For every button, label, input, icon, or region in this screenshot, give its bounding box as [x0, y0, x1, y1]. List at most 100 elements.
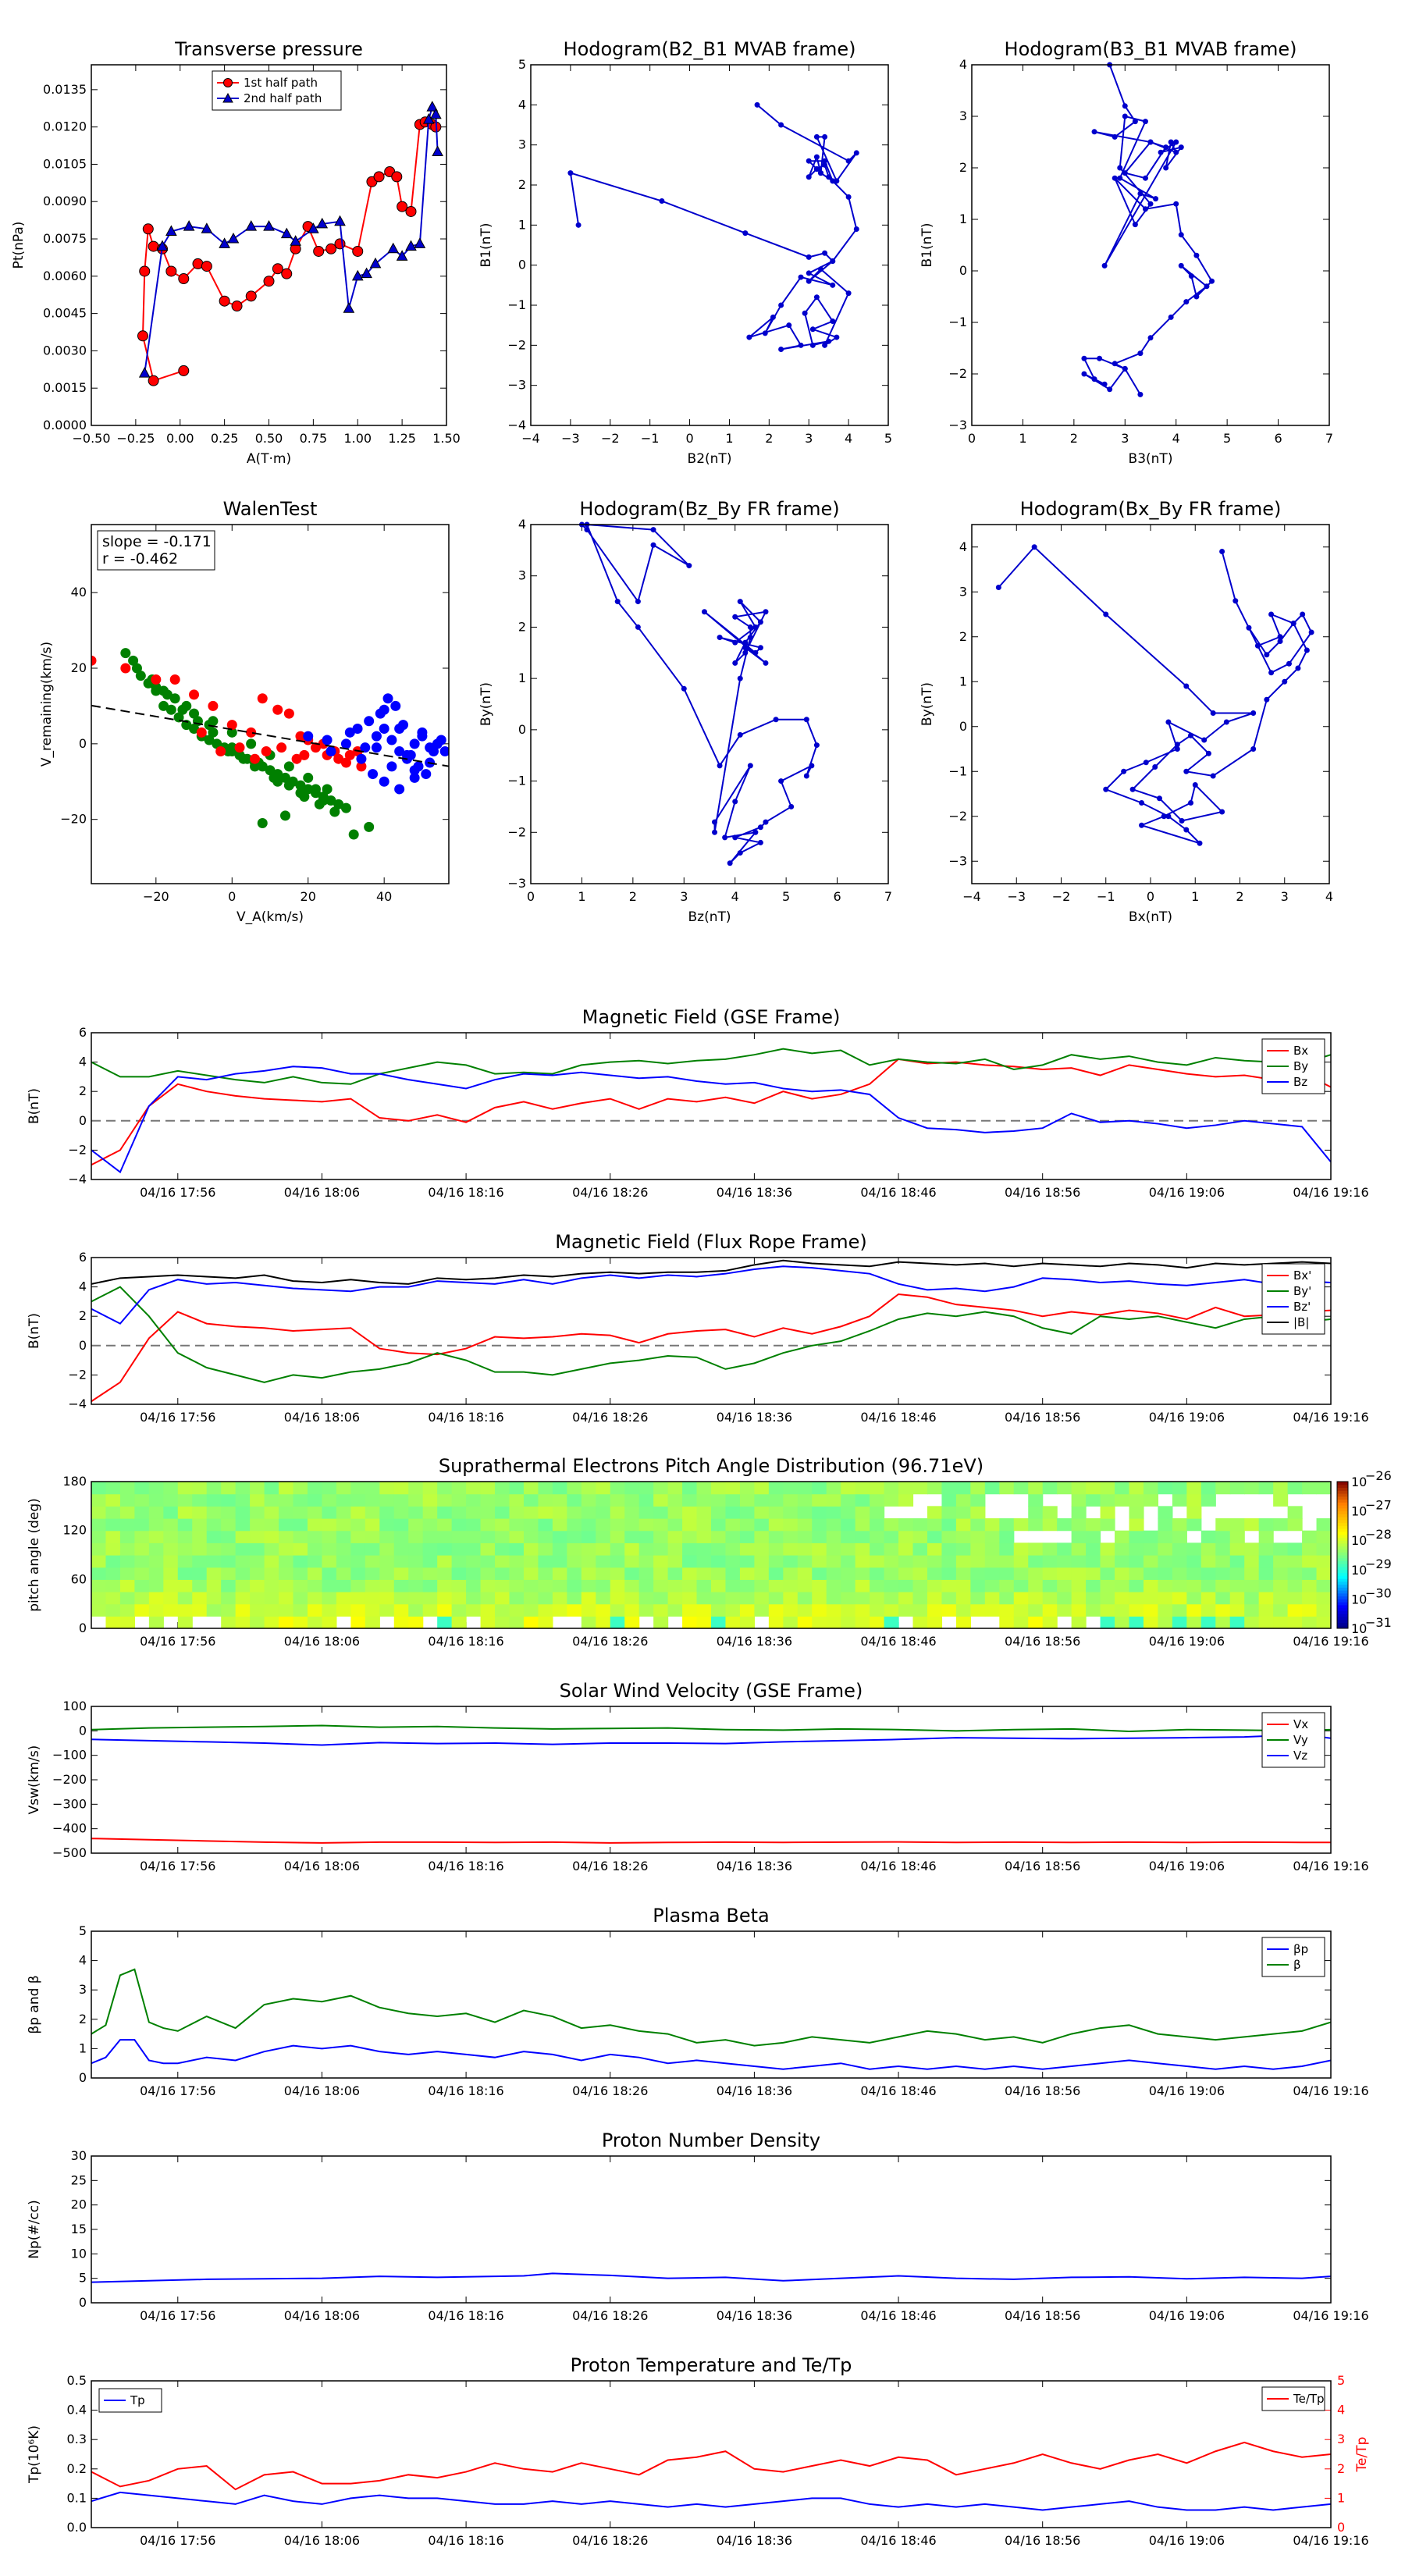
heatmap-cell — [970, 1482, 986, 1495]
heatmap-cell — [624, 1555, 640, 1568]
heatmap-cell — [1115, 1567, 1130, 1580]
heatmap-cell — [797, 1592, 813, 1605]
heatmap-cell — [610, 1518, 625, 1532]
y-tick-label: 1 — [959, 212, 967, 226]
heatmap-cell — [567, 1603, 582, 1617]
heatmap-cell — [279, 1592, 294, 1605]
data-point — [806, 278, 812, 284]
heatmap-cell — [711, 1616, 727, 1629]
heatmap-cell — [91, 1555, 107, 1568]
heatmap-cell — [1086, 1592, 1101, 1605]
heatmap-cell — [1100, 1482, 1115, 1495]
heatmap-cell — [955, 1579, 971, 1592]
heatmap-cell — [322, 1567, 337, 1580]
heatmap-cell — [870, 1592, 885, 1605]
heatmap-cell — [754, 1592, 770, 1605]
heatmap-cell — [754, 1518, 770, 1532]
heatmap-cell — [581, 1555, 596, 1568]
heatmap-cell — [581, 1579, 596, 1592]
heatmap-cell — [610, 1616, 625, 1629]
y-tick-label: 3 — [518, 137, 526, 152]
heatmap-cell — [1100, 1592, 1115, 1605]
y-tick-label: −100 — [52, 1748, 87, 1763]
y-tick-label: −3 — [507, 378, 526, 393]
heatmap-cell — [148, 1603, 164, 1617]
heatmap-cell — [999, 1579, 1015, 1592]
y-tick-label: 0.0030 — [43, 343, 87, 358]
heatmap-cell — [912, 1542, 928, 1556]
heatmap-cell — [1158, 1592, 1173, 1605]
heatmap-cell — [739, 1555, 755, 1568]
heatmap-cell — [480, 1603, 496, 1617]
heatmap-cell — [480, 1482, 496, 1495]
data-point — [1112, 361, 1118, 367]
heatmap-cell — [768, 1555, 784, 1568]
heatmap-cell — [984, 1542, 1000, 1556]
data-point — [813, 133, 820, 140]
heatmap-cell — [970, 1493, 986, 1507]
data-point — [201, 261, 212, 272]
heatmap-cell — [783, 1482, 799, 1495]
x-tick-label: 04/16 18:06 — [284, 2533, 360, 2548]
heatmap-cell — [1086, 1493, 1101, 1507]
heatmap-cell — [754, 1530, 770, 1543]
heatmap-cell — [653, 1542, 669, 1556]
heatmap-cell — [134, 1530, 150, 1543]
y-tick-label: 0 — [79, 2295, 87, 2310]
heatmap-cell — [163, 1518, 179, 1532]
heatmap-cell — [567, 1482, 582, 1495]
data-point — [334, 238, 346, 250]
scatter-point — [91, 655, 97, 666]
heatmap-cell — [1129, 1616, 1144, 1629]
heatmap-cell — [884, 1542, 899, 1556]
series-2nd half path — [144, 105, 439, 374]
y-tick-label: 2 — [79, 1308, 87, 1323]
y-tick-label: −200 — [52, 1772, 87, 1787]
heatmap-cell — [379, 1482, 395, 1495]
data-point — [1163, 165, 1169, 171]
heatmap-cell — [206, 1518, 222, 1532]
data-point — [1277, 639, 1283, 644]
data-point — [635, 624, 641, 630]
y-tick-label: 2 — [518, 177, 526, 192]
y-tick-label: 0.4 — [67, 2403, 87, 2418]
scatter-point — [257, 818, 268, 829]
x-tick-label: 04/16 17:56 — [140, 2083, 215, 2098]
heatmap-cell — [610, 1555, 625, 1568]
heatmap-cell — [1158, 1506, 1173, 1519]
heatmap-cell — [567, 1518, 582, 1532]
heatmap-cell — [235, 1616, 251, 1629]
data-point — [1193, 294, 1200, 300]
heatmap-cell — [955, 1530, 971, 1543]
heatmap-cell — [523, 1616, 539, 1629]
colorbar-tick-exponent: −28 — [1365, 1527, 1392, 1542]
scatter-point — [310, 742, 321, 753]
data-point — [1282, 678, 1288, 685]
scatter-point — [340, 738, 351, 749]
scatter-point — [272, 704, 283, 715]
y-tick-label: 30 — [71, 2148, 87, 2163]
heatmap-cell — [870, 1555, 885, 1568]
data-point — [1117, 165, 1123, 171]
heatmap-cell — [221, 1542, 237, 1556]
heatmap-cell — [999, 1603, 1015, 1617]
heatmap-cell — [1158, 1542, 1173, 1556]
y-tick-label: 4 — [959, 57, 967, 72]
data-point — [1101, 381, 1108, 387]
data-point — [308, 222, 319, 233]
heatmap-cell — [293, 1518, 308, 1532]
heatmap-cell — [855, 1603, 870, 1617]
y-tick-label: 20 — [71, 660, 87, 675]
heatmap-cell — [466, 1603, 482, 1617]
heatmap-cell — [119, 1616, 135, 1629]
heatmap-cell — [105, 1616, 121, 1629]
y-tick-label: −2 — [68, 1142, 87, 1157]
y-tick-label: 120 — [62, 1523, 87, 1538]
heatmap-cell — [638, 1567, 654, 1580]
chart-title: Solar Wind Velocity (GSE Frame) — [560, 1680, 863, 1702]
data-point — [806, 174, 812, 180]
heatmap-cell — [379, 1567, 395, 1580]
data-point — [1290, 621, 1297, 626]
heatmap-cell — [1115, 1542, 1130, 1556]
